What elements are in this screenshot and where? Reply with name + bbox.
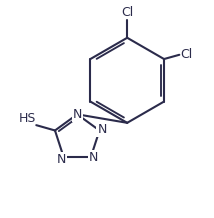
Text: Cl: Cl — [180, 48, 192, 61]
Text: N: N — [89, 151, 98, 164]
Text: N: N — [57, 153, 67, 166]
Text: HS: HS — [18, 112, 36, 125]
Text: N: N — [97, 123, 107, 136]
Text: Cl: Cl — [121, 6, 133, 19]
Text: N: N — [73, 108, 82, 121]
